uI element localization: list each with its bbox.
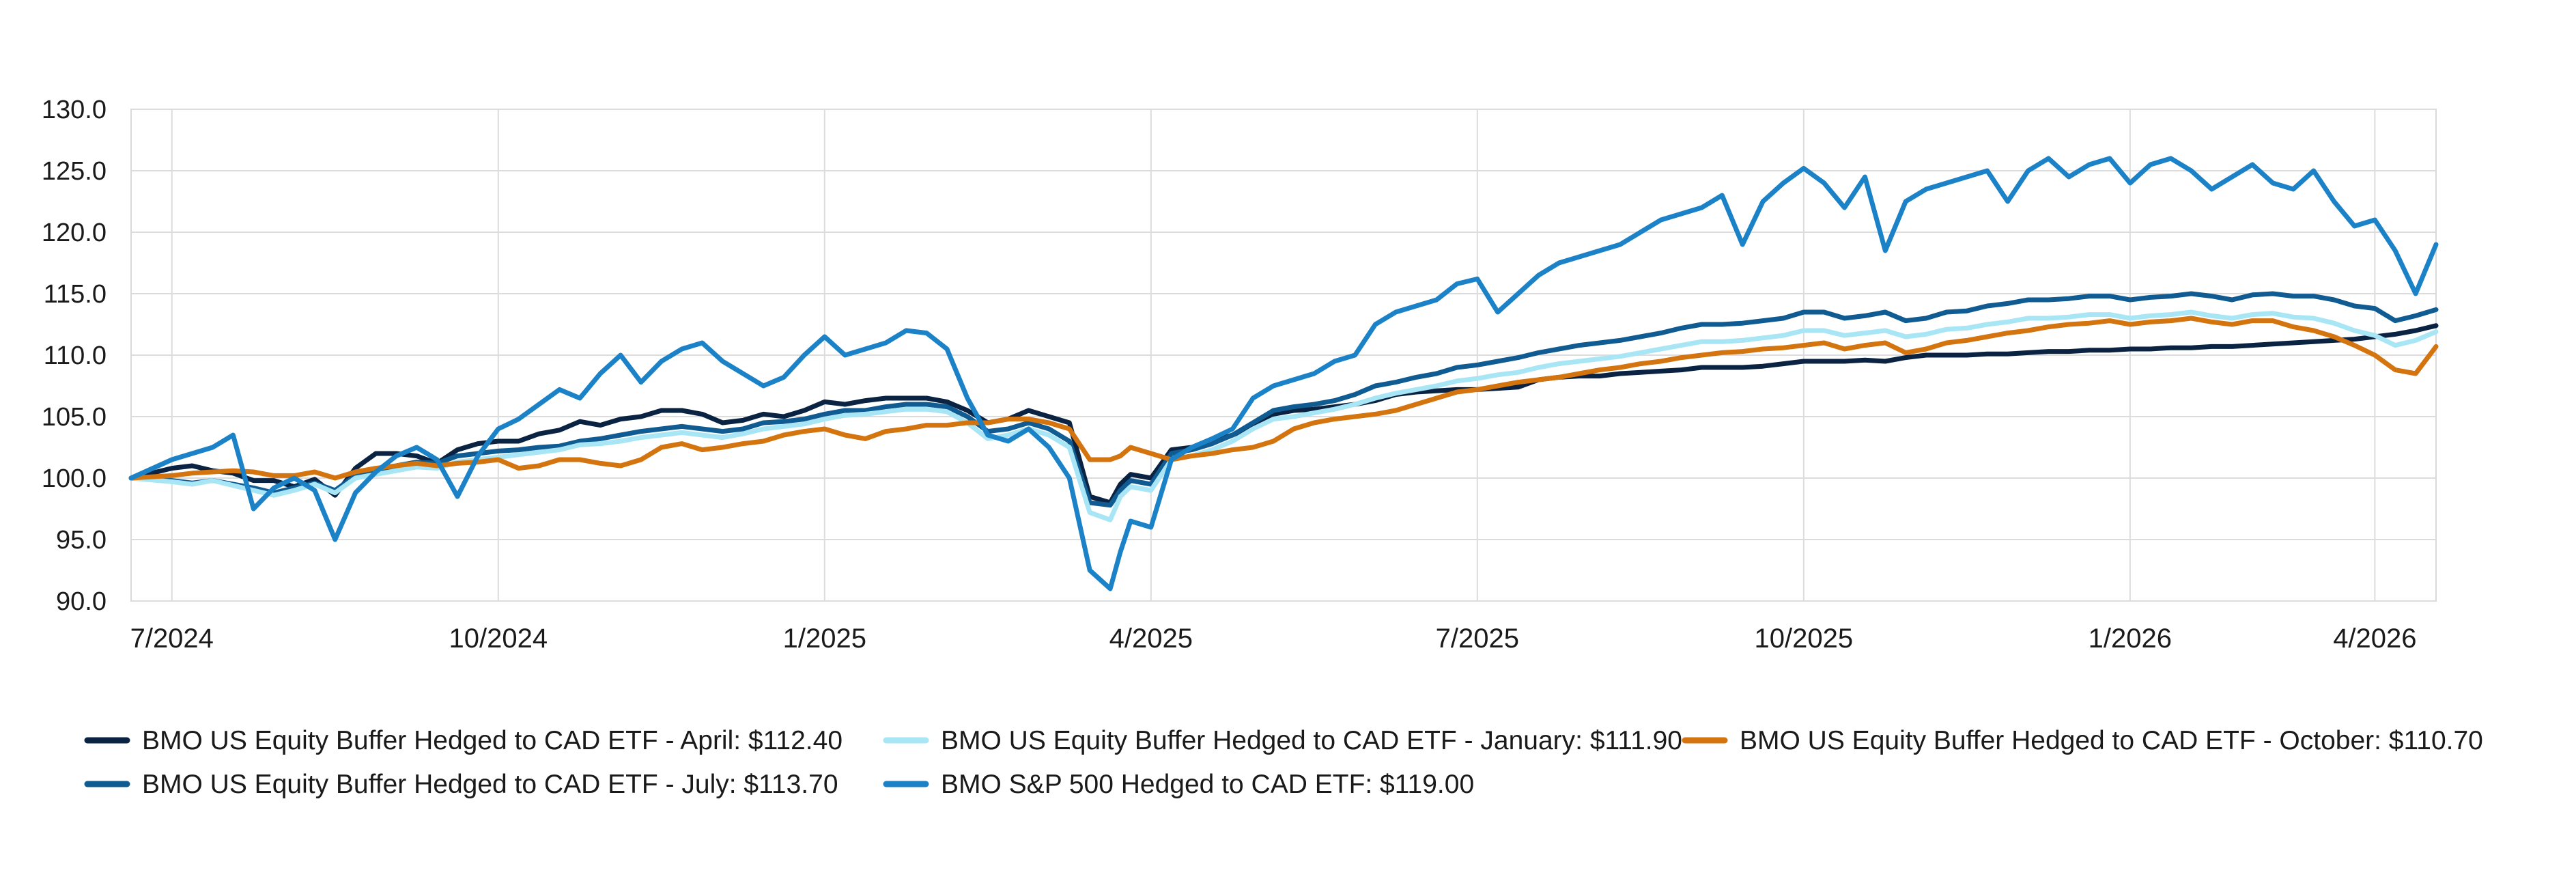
x-tick-label: 10/2024 [449,624,548,654]
x-axis: 7/2024 10/2024 1/2025 4/2025 7/2025 10/2025 1/… [130,624,2417,654]
x-tick-label: 10/2025 [1755,624,1854,654]
legend-label: BMO US Equity Buffer Hedged to CAD ETF -… [1740,726,2483,755]
x-tick-label: 7/2024 [130,624,214,654]
legend-label: BMO US Equity Buffer Hedged to CAD ETF -… [941,726,1682,755]
y-axis: 130.0 125.0 120.0 115.0 110.0 105.0 100.0 95.0 9… [42,96,107,616]
series-line-1 [128,323,2439,505]
y-tick-label: 110.0 [44,341,107,370]
y-tick-label: 115.0 [44,280,107,309]
y-tick-label: 130.0 [42,96,107,124]
series-line-4 [128,316,2439,481]
y-tick-label: 100.0 [42,464,107,493]
x-tick-label: 4/2025 [1109,624,1193,654]
legend-label: BMO S&P 500 Hedged to CAD ETF: $119.00 [941,770,1474,799]
y-tick-label: 90.0 [56,587,107,616]
x-tick-label: 7/2025 [1436,624,1519,654]
legend: BMO US Equity Buffer Hedged to CAD ETF -… [84,726,2483,799]
legend-label: BMO US Equity Buffer Hedged to CAD ETF -… [142,770,838,799]
x-tick-label: 1/2025 [783,624,866,654]
y-tick-label: 120.0 [42,219,107,247]
x-tick-label: 1/2026 [2089,624,2172,654]
legend-label: BMO US Equity Buffer Hedged to CAD ETF -… [142,726,843,755]
grid-lines [131,109,2436,602]
series-line-2 [128,291,2439,508]
x-tick-label: 4/2026 [2333,624,2416,654]
y-tick-label: 105.0 [42,403,107,432]
y-tick-label: 125.0 [42,157,107,186]
y-tick-label: 95.0 [56,526,107,555]
series-lines [128,156,2439,591]
series-line-3 [128,309,2439,522]
series-line-5 [128,156,2439,591]
